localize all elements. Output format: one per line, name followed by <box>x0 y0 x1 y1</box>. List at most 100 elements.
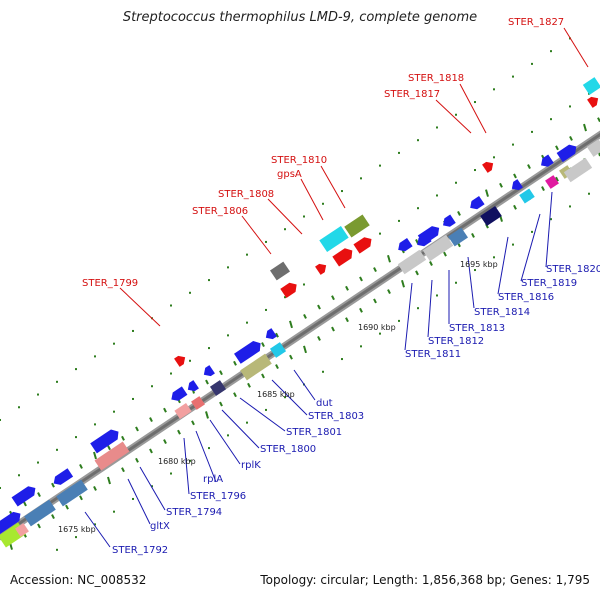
leader-line <box>271 379 308 416</box>
gene-label-ster-1799[interactable]: STER_1799 <box>82 278 138 289</box>
gene-label-ster-1803[interactable]: STER_1803 <box>308 411 364 422</box>
scale-tick <box>289 354 293 360</box>
leader-line <box>119 287 161 327</box>
scale-tick <box>429 261 433 266</box>
gene-block-forward <box>587 96 599 108</box>
guide-dot <box>94 423 96 426</box>
gene-block-forward-shape <box>280 282 297 299</box>
guide-dot <box>113 342 115 345</box>
gene-block-reverse <box>56 479 88 507</box>
gene-block-reverse <box>0 511 21 535</box>
gene-block-reverse <box>422 234 454 262</box>
guide-dot <box>56 448 58 451</box>
guide-dot <box>94 523 96 526</box>
gene-block-forward-shape <box>332 248 353 267</box>
gene-label-ster-1812[interactable]: STER_1812 <box>428 336 484 347</box>
gene-label-ster-1810[interactable]: STER_1810 <box>271 155 327 166</box>
leader-line <box>497 236 509 295</box>
gene-label-ster-1800[interactable]: STER_1800 <box>260 444 316 455</box>
gene-label-gpsA[interactable]: gpsA <box>277 169 302 180</box>
leader-line <box>84 511 111 548</box>
guide-dot <box>512 243 514 246</box>
gene-block-reverse-shape <box>203 365 215 377</box>
gene-label-ster-1817[interactable]: STER_1817 <box>384 89 440 100</box>
leader-line <box>320 165 346 209</box>
gene-label-rplA[interactable]: rplA <box>203 474 223 485</box>
gene-block-forward <box>482 161 494 173</box>
guide-dot <box>303 283 305 286</box>
gene-label-ster-1816[interactable]: STER_1816 <box>498 292 554 303</box>
scale-tick <box>107 476 111 485</box>
guide-dot <box>531 130 533 133</box>
gene-block-forward <box>174 355 186 367</box>
gene-label-ster-1820[interactable]: STER_1820 <box>546 264 600 275</box>
scale-tick <box>37 523 41 529</box>
gene-label-ster-1827[interactable]: STER_1827 <box>508 17 564 28</box>
gene-block-reverse <box>171 386 188 401</box>
gene-block-reverse-shape <box>171 386 188 401</box>
gene-block-reverse-shape <box>417 226 440 245</box>
scale-tick <box>79 495 83 501</box>
guide-dot <box>341 358 343 361</box>
scale-tick <box>205 411 209 419</box>
scale-label-1675: 1675 kbp <box>58 525 96 534</box>
scale-tick <box>51 514 55 519</box>
gene-label-ster-1811[interactable]: STER_1811 <box>405 349 461 360</box>
scale-tick <box>303 314 307 319</box>
gene-label-ster-1819[interactable]: STER_1819 <box>521 278 577 289</box>
scale-tick <box>65 504 69 510</box>
gene-label-ster-1796[interactable]: STER_1796 <box>190 491 246 502</box>
gene-block-reverse-shape <box>53 468 74 485</box>
guide-dot <box>227 266 229 269</box>
guide-dot <box>417 307 419 310</box>
gene-label-ster-1814[interactable]: STER_1814 <box>474 307 530 318</box>
gene-label-ster-1792[interactable]: STER_1792 <box>112 545 168 556</box>
gene-block-reverse <box>470 195 485 210</box>
guide-dot <box>417 139 419 142</box>
gene-label-rplK[interactable]: rplK <box>241 460 261 471</box>
gene-block-reverse <box>234 341 261 364</box>
gene-block-forward-shape <box>353 237 372 254</box>
scale-tick <box>135 457 139 463</box>
scale-tick <box>233 392 237 398</box>
gene-label-ster-1813[interactable]: STER_1813 <box>449 323 505 334</box>
guide-dot <box>493 88 495 91</box>
guide-dot <box>512 75 514 78</box>
scale-tick <box>303 345 307 354</box>
leader-line <box>241 215 272 255</box>
leader-line <box>563 27 589 68</box>
leader-line <box>293 369 316 401</box>
gene-block-reverse-shape <box>174 402 192 420</box>
gene-block-reverse <box>24 499 56 527</box>
accession-text: Accession: NC_008532 <box>10 573 147 587</box>
scale-tick <box>387 254 391 263</box>
gene-label-ster-1801[interactable]: STER_1801 <box>286 427 342 438</box>
gene-block-reverse-shape <box>15 523 29 537</box>
scale-label-1680: 1680 kbp <box>158 457 196 466</box>
guide-dot <box>208 279 210 282</box>
gene-block-reverse <box>94 441 130 471</box>
gene-block-forward-shape <box>587 96 599 108</box>
leader-line <box>300 178 324 221</box>
scale-label-1695: 1695 kbp <box>460 260 498 269</box>
scale-tick <box>219 401 223 407</box>
gene-block-reverse-shape <box>90 429 119 454</box>
leader-line <box>459 83 487 134</box>
gene-block-forward <box>315 263 327 275</box>
gene-label-ster-1818[interactable]: STER_1818 <box>408 73 464 84</box>
gene-label-ster-1808[interactable]: STER_1808 <box>218 189 274 200</box>
gene-label-ster-1806[interactable]: STER_1806 <box>192 206 248 217</box>
guide-dot <box>455 281 457 284</box>
gene-label-gltX[interactable]: gltX <box>150 521 170 532</box>
scale-tick <box>79 463 83 469</box>
gene-label-dut[interactable]: dut <box>316 398 333 409</box>
guide-dot <box>170 304 172 307</box>
scale-tick <box>93 485 97 491</box>
scale-tick <box>261 342 265 348</box>
guide-dot <box>94 355 96 358</box>
leader-line <box>404 282 413 351</box>
guide-dot <box>360 345 362 348</box>
gene-block-reverse <box>586 139 600 157</box>
gene-label-ster-1794[interactable]: STER_1794 <box>166 507 222 518</box>
guide-dot <box>417 207 419 210</box>
